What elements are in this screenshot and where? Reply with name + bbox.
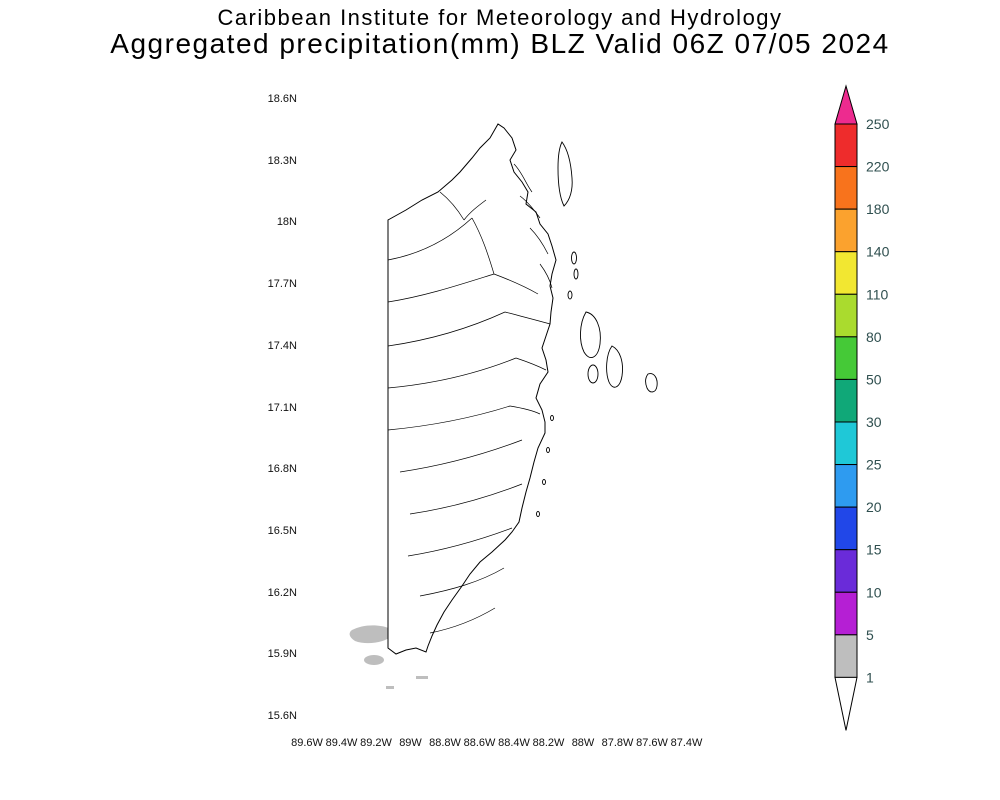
colorbar-segment xyxy=(834,336,858,380)
lon-tick-label: 87.6W xyxy=(636,737,668,749)
lat-tick-label: 15.6N xyxy=(267,710,297,722)
colorbar-tick-label: 30 xyxy=(866,414,882,430)
lat-tick-label: 15.9N xyxy=(267,648,297,661)
page-title-line2: Aggregated precipitation(mm) BLZ Valid 0… xyxy=(110,28,890,59)
offshore-cayes xyxy=(536,141,658,517)
lat-tick-label: 17.7N xyxy=(267,278,297,291)
lon-tick-label: 89.2W xyxy=(360,737,392,749)
lat-tick-label: 18N xyxy=(276,216,297,229)
lon-tick-label: 88.2W xyxy=(532,737,565,749)
colorbar-tick-label: 10 xyxy=(866,584,882,600)
map-area xyxy=(300,88,690,718)
lat-tick-label: 18.6N xyxy=(267,93,297,105)
colorbar-segment xyxy=(834,378,858,423)
colorbar-svg: 250 220 180 140 110 80 50 30 25 20 15 10 5 1 xyxy=(834,84,890,731)
lat-tick-label: 16.5N xyxy=(267,524,297,537)
colorbar-tick-label: 15 xyxy=(866,542,882,558)
lon-tick-label: 87.4W xyxy=(670,737,703,749)
colorbar-segment xyxy=(834,251,858,295)
colorbar-tick-label: 1 xyxy=(866,669,874,685)
colorbar-segment xyxy=(834,464,858,508)
colorbar-segment xyxy=(834,123,858,168)
watershed-boundaries xyxy=(387,163,553,634)
colorbar-tick-label: 110 xyxy=(866,286,889,302)
lon-tick-label: 87.8W xyxy=(601,737,634,749)
lon-tick-label: 89.4W xyxy=(325,737,358,749)
colorbar-tick-label: 220 xyxy=(866,159,890,175)
colorbar-segment xyxy=(834,591,858,636)
colorbar-segment xyxy=(834,634,858,678)
lon-tick-label: 89.6W xyxy=(291,737,323,749)
colorbar-tick-label: 20 xyxy=(866,499,882,515)
lat-tick-label: 16.2N xyxy=(267,586,297,599)
colorbar: 250 220 180 140 110 80 50 30 25 20 15 10 5 1 xyxy=(820,80,950,750)
page-title-line1: Caribbean Institute for Meteorology and … xyxy=(217,5,783,30)
colorbar-tick-label: 25 xyxy=(866,457,882,473)
colorbar-tick-label: 80 xyxy=(866,329,882,345)
lat-tick-label: 18.3N xyxy=(267,154,297,167)
colorbar-arrow-top xyxy=(834,84,858,125)
colorbar-tick-label: 140 xyxy=(866,244,890,260)
map-svg xyxy=(349,123,658,689)
lon-tick-label: 88.4W xyxy=(498,737,530,749)
colorbar-tick-label: 5 xyxy=(866,627,874,643)
lat-tick-label: 16.8N xyxy=(267,463,297,476)
colorbar-tick-label: 180 xyxy=(866,201,890,217)
lon-tick-label: 88W xyxy=(571,737,595,749)
colorbar-arrow-bottom xyxy=(834,676,858,731)
lat-tick-label: 17.4N xyxy=(267,339,297,352)
colorbar-segment xyxy=(834,166,858,210)
lon-tick-label: 89W xyxy=(399,737,422,749)
colorbar-tick-label: 50 xyxy=(866,371,882,387)
colorbar-segment xyxy=(834,506,858,551)
belize-outline xyxy=(387,123,557,655)
colorbar-tick-label: 250 xyxy=(866,116,890,132)
lon-tick-label: 88.8W xyxy=(429,737,461,749)
colorbar-segment xyxy=(834,421,858,466)
lat-tick-label: 17.1N xyxy=(267,401,297,414)
colorbar-segment xyxy=(834,208,858,253)
colorbar-segment xyxy=(834,293,858,338)
colorbar-segment xyxy=(834,549,858,593)
lon-tick-label: 88.6W xyxy=(463,737,496,749)
